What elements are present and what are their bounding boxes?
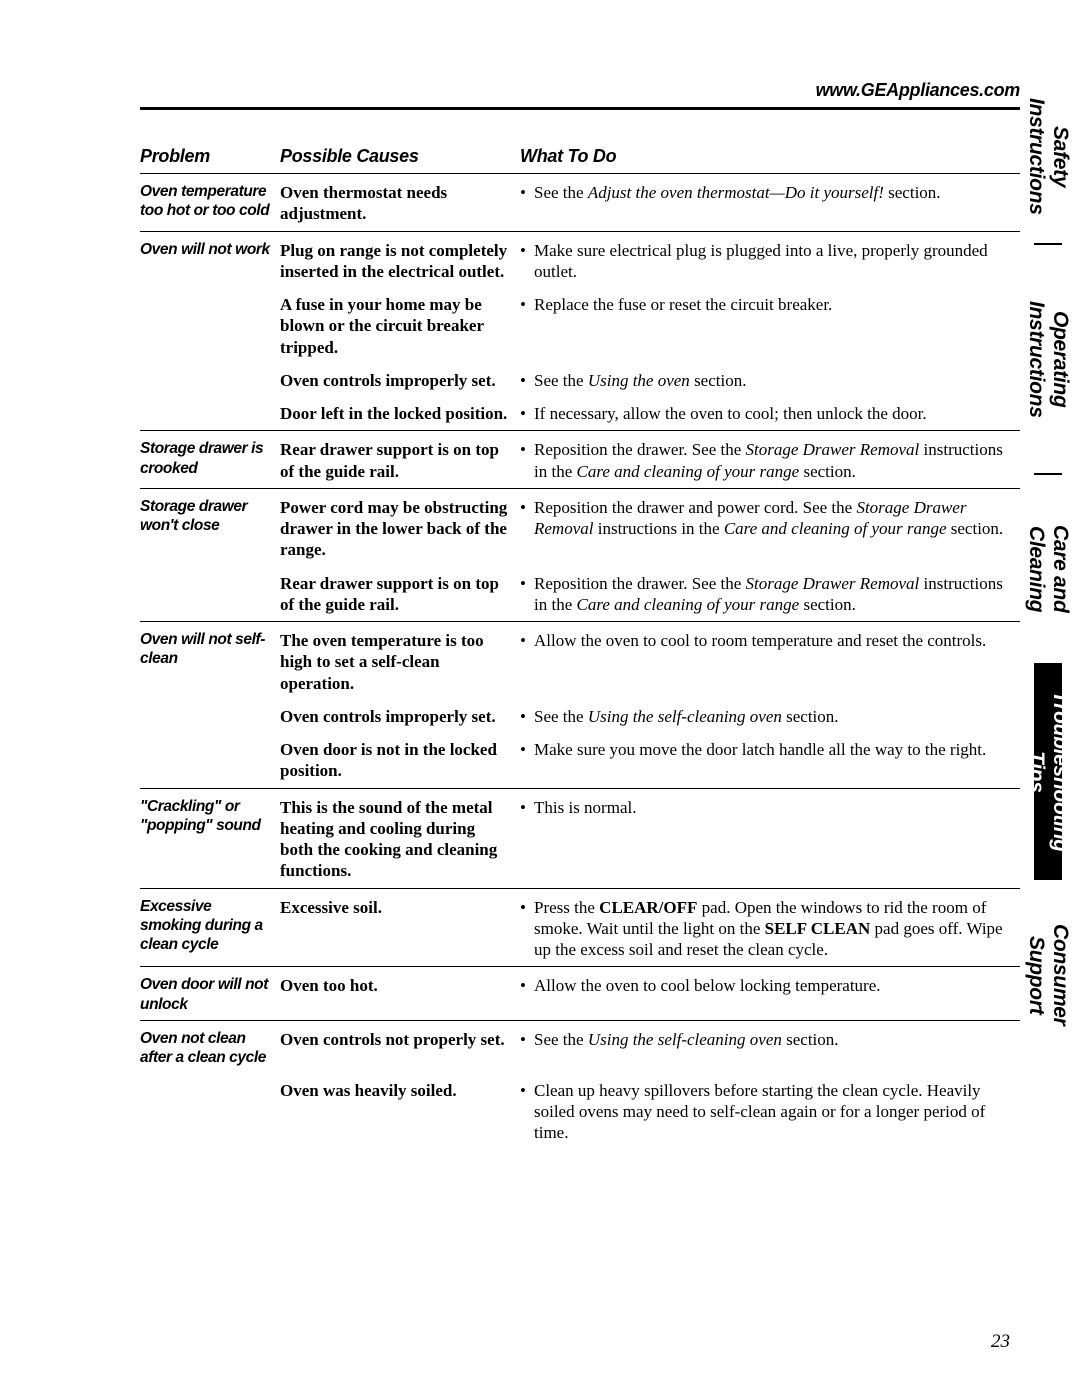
table-row: Oven will not self-cleanThe oven tempera… xyxy=(140,622,1020,700)
table-row: Rear drawer support is on top of the gui… xyxy=(140,567,1020,622)
problem-cell: Oven temperature too hot or too cold xyxy=(140,174,280,231)
table-row: Oven door is not in the locked position.… xyxy=(140,733,1020,788)
site-url: www.GEAppliances.com xyxy=(140,80,1020,101)
table-row: Oven not clean after a clean cycleOven c… xyxy=(140,1021,1020,1074)
todo-cell: •Press the CLEAR/OFF pad. Open the windo… xyxy=(520,888,1020,966)
table-row: Oven temperature too hot or too coldOven… xyxy=(140,174,1020,231)
problem-cell xyxy=(140,700,280,733)
cause-cell: Plug on range is not completely inserted… xyxy=(280,231,520,288)
cause-cell: Oven controls improperly set. xyxy=(280,364,520,397)
cause-cell: Oven controls not properly set. xyxy=(280,1021,520,1074)
problem-cell: Storage drawer is crooked xyxy=(140,431,280,488)
problem-cell xyxy=(140,397,280,430)
problem-cell xyxy=(140,1074,280,1150)
table-row: Oven will not workPlug on range is not c… xyxy=(140,231,1020,288)
todo-cell: •See the Adjust the oven thermostat—Do i… xyxy=(520,174,1020,231)
cause-cell: Oven controls improperly set. xyxy=(280,700,520,733)
problem-cell xyxy=(140,733,280,788)
todo-cell: •Reposition the drawer and power cord. S… xyxy=(520,488,1020,566)
todo-cell: •See the Using the self-cleaning oven se… xyxy=(520,700,1020,733)
problem-cell: Oven will not self-clean xyxy=(140,622,280,700)
problem-cell: Oven not clean after a clean cycle xyxy=(140,1021,280,1074)
cause-cell: This is the sound of the metal heating a… xyxy=(280,788,520,888)
section-tab[interactable]: Operating Instructions xyxy=(1034,245,1062,475)
section-tabs: Safety InstructionsOperating Instruction… xyxy=(1034,70,1062,1190)
cause-cell: A fuse in your home may be blown or the … xyxy=(280,288,520,364)
todo-cell: •Clean up heavy spillovers before starti… xyxy=(520,1074,1020,1150)
table-row: "Crackling" or "popping" soundThis is th… xyxy=(140,788,1020,888)
todo-cell: •Reposition the drawer. See the Storage … xyxy=(520,567,1020,622)
todo-cell: •Allow the oven to cool below locking te… xyxy=(520,967,1020,1020)
cause-cell: Oven was heavily soiled. xyxy=(280,1074,520,1150)
section-tab[interactable]: Care and Cleaning xyxy=(1034,475,1062,665)
col-header-problem: Problem xyxy=(140,140,280,174)
problem-cell xyxy=(140,567,280,622)
todo-cell: •See the Using the oven section. xyxy=(520,364,1020,397)
todo-cell: •Allow the oven to cool to room temperat… xyxy=(520,622,1020,700)
problem-cell xyxy=(140,364,280,397)
table-row: Oven door will not unlockOven too hot.•A… xyxy=(140,967,1020,1020)
cause-cell: Power cord may be obstructing drawer in … xyxy=(280,488,520,566)
todo-cell: •Reposition the drawer. See the Storage … xyxy=(520,431,1020,488)
problem-cell: Oven door will not unlock xyxy=(140,967,280,1020)
col-header-todo: What To Do xyxy=(520,140,1020,174)
cause-cell: Oven door is not in the locked position. xyxy=(280,733,520,788)
problem-cell xyxy=(140,288,280,364)
table-row: Excessive smoking during a clean cycleEx… xyxy=(140,888,1020,966)
todo-cell: •If necessary, allow the oven to cool; t… xyxy=(520,397,1020,430)
table-row: A fuse in your home may be blown or the … xyxy=(140,288,1020,364)
table-row: Oven controls improperly set.•See the Us… xyxy=(140,364,1020,397)
cause-cell: Oven too hot. xyxy=(280,967,520,1020)
todo-cell: •See the Using the self-cleaning oven se… xyxy=(520,1021,1020,1074)
cause-cell: Rear drawer support is on top of the gui… xyxy=(280,431,520,488)
cause-cell: The oven temperature is too high to set … xyxy=(280,622,520,700)
problem-cell: "Crackling" or "popping" sound xyxy=(140,788,280,888)
section-tab[interactable]: Consumer Support xyxy=(1034,880,1062,1070)
problem-cell: Storage drawer won't close xyxy=(140,488,280,566)
table-row: Storage drawer won't closePower cord may… xyxy=(140,488,1020,566)
cause-cell: Door left in the locked position. xyxy=(280,397,520,430)
cause-cell: Excessive soil. xyxy=(280,888,520,966)
table-row: Door left in the locked position.•If nec… xyxy=(140,397,1020,430)
col-header-cause: Possible Causes xyxy=(280,140,520,174)
table-row: Storage drawer is crookedRear drawer sup… xyxy=(140,431,1020,488)
table-row: Oven was heavily soiled.•Clean up heavy … xyxy=(140,1074,1020,1150)
todo-cell: •Make sure electrical plug is plugged in… xyxy=(520,231,1020,288)
problem-cell: Oven will not work xyxy=(140,231,280,288)
page-number: 23 xyxy=(991,1331,1010,1353)
cause-cell: Rear drawer support is on top of the gui… xyxy=(280,567,520,622)
top-rule xyxy=(140,107,1020,110)
todo-cell: •Replace the fuse or reset the circuit b… xyxy=(520,288,1020,364)
todo-cell: •Make sure you move the door latch handl… xyxy=(520,733,1020,788)
problem-cell: Excessive smoking during a clean cycle xyxy=(140,888,280,966)
section-tab[interactable]: Troubleshooting Tips xyxy=(1034,665,1062,880)
table-row: Oven controls improperly set.•See the Us… xyxy=(140,700,1020,733)
troubleshooting-table: Problem Possible Causes What To Do Oven … xyxy=(140,140,1020,1150)
section-tab[interactable]: Safety Instructions xyxy=(1034,70,1062,245)
cause-cell: Oven thermostat needs adjustment. xyxy=(280,174,520,231)
todo-cell: •This is normal. xyxy=(520,788,1020,888)
